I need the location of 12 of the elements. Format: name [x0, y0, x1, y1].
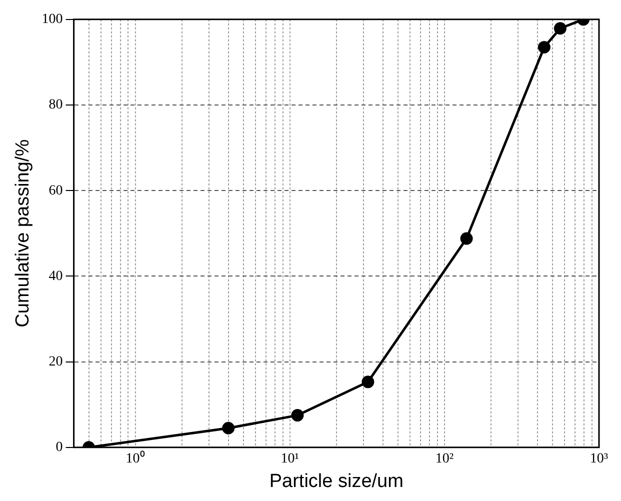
x-tick-label: 10¹ — [280, 451, 299, 466]
y-tick-label: 20 — [48, 354, 63, 370]
x-axis-title: Particle size/um — [269, 470, 404, 492]
x-tick-label: 10⁰ — [126, 450, 145, 466]
y-axis-title: Cumulative passing/% — [12, 139, 34, 328]
y-tick-label: 0 — [56, 440, 63, 456]
y-tick-label: 100 — [42, 12, 63, 28]
x-tick-label: 10² — [435, 451, 454, 466]
y-tick-label: 80 — [48, 98, 63, 113]
y-tick-label: 60 — [48, 183, 63, 198]
y-tick-label: 40 — [48, 268, 63, 284]
x-tick-label: 10³ — [590, 451, 608, 466]
